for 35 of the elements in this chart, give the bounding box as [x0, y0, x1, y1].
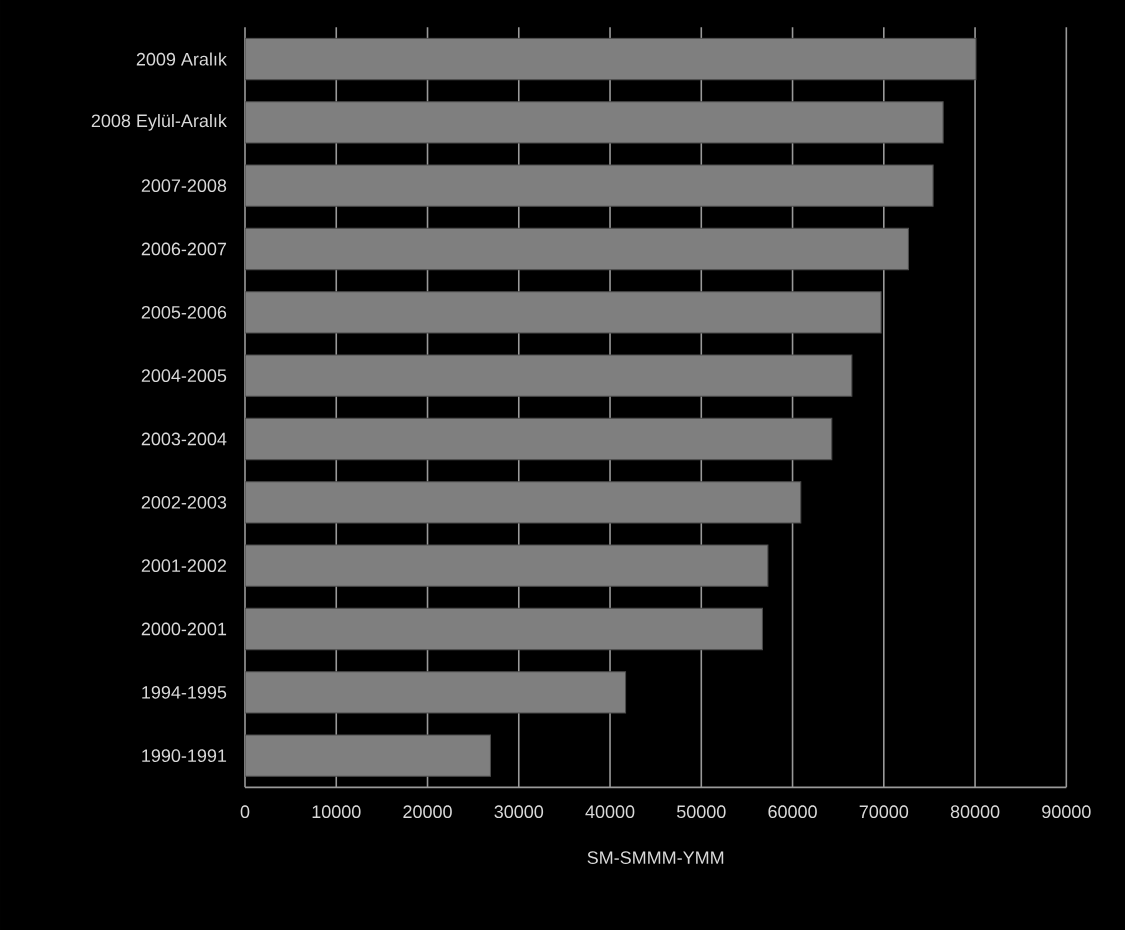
y-tick-label: 2006-2007	[141, 242, 227, 256]
bar	[245, 734, 492, 777]
x-tick-label: 10000	[312, 805, 361, 819]
bar	[245, 101, 944, 144]
x-tick-label: 30000	[494, 805, 544, 819]
bar	[245, 481, 802, 524]
y-tick-label: 2003-2004	[141, 432, 227, 446]
bar	[245, 417, 833, 461]
y-tick-label: 2002-2003	[141, 495, 227, 509]
y-tick-label: 2004-2005	[141, 369, 227, 383]
bar	[245, 227, 909, 271]
x-tick-label: 70000	[859, 805, 909, 819]
x-tick-label: 0	[240, 805, 250, 819]
x-axis-title: SM-SMMM-YMM	[587, 851, 724, 865]
bar	[245, 37, 977, 81]
bar	[245, 671, 627, 714]
y-tick-label: 2009 Aralık	[136, 52, 227, 66]
x-tick-label: 80000	[950, 805, 1000, 819]
x-tick-label: 40000	[585, 805, 635, 819]
bar	[245, 164, 934, 207]
y-tick-label: 1994-1995	[142, 685, 227, 699]
x-tick-label: 90000	[1042, 805, 1091, 819]
bar	[245, 291, 882, 334]
bar	[245, 607, 763, 651]
x-tick-label: 50000	[676, 805, 726, 819]
y-tick-label: 2005-2006	[141, 305, 227, 319]
bar	[245, 354, 853, 397]
y-tick-label: 2001-2002	[141, 559, 227, 573]
y-tick-label: 2007-2008	[141, 179, 227, 193]
y-tick-label: 2000-2001	[141, 622, 227, 636]
x-tick-label: 60000	[768, 805, 817, 819]
x-tick-label: 20000	[403, 805, 452, 819]
y-tick-label: 1990-1991	[142, 749, 227, 763]
y-tick-label: 2008 Eylül-Aralık	[91, 113, 227, 131]
bar	[245, 544, 769, 587]
